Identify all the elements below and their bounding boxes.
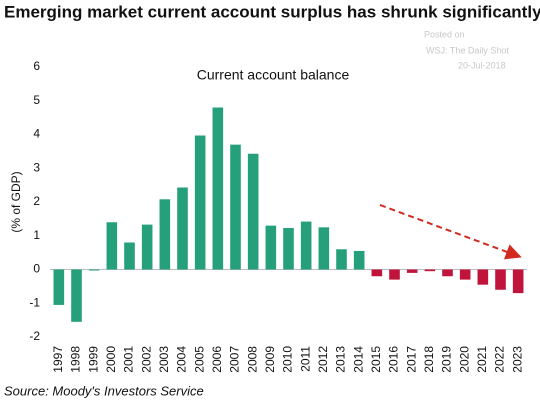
trend-arrow [379,204,522,260]
bar [459,269,471,280]
x-tick-label: 2002 [139,346,153,373]
x-tick-label: 2017 [404,346,418,373]
bar [389,269,400,280]
chart-title: Emerging market current account surplus … [4,2,540,21]
y-tick-label: 2 [33,194,40,208]
bar [212,107,224,270]
bar [318,227,330,270]
bar [406,269,418,273]
x-tick-label: 2018 [422,346,436,373]
bar [159,199,171,270]
x-tick-label: 2023 [510,346,524,373]
watermark: Posted on [424,29,465,39]
x-tick-label: 2001 [122,346,136,373]
y-tick-label: 1 [33,228,40,242]
x-tick-label: 2005 [192,346,206,373]
x-tick-label: 1998 [69,346,83,373]
x-tick-label: 2006 [210,346,224,373]
x-tick-label: 2021 [475,346,489,373]
x-tick-label: 1997 [51,346,65,373]
y-tick-label: 3 [33,160,40,174]
y-tick-label: 6 [33,59,40,73]
x-tick-label: 2015 [369,346,383,373]
watermark: 20-Jul-2018 [458,60,506,70]
bar [477,269,489,285]
bar [141,224,153,270]
bar [283,227,294,270]
y-tick-label: 0 [33,262,40,276]
bar [495,269,506,290]
bar [124,242,135,270]
bar [230,144,241,270]
watermark: WSJ: The Daily Shot [426,45,509,55]
bar [371,269,383,277]
x-tick-label: 2003 [157,346,171,373]
chart-subtitle: Current account balance [197,67,350,83]
x-tick-label: 2016 [387,346,401,373]
x-tick-label: 2004 [175,346,189,373]
x-tick-label: 2009 [263,346,277,373]
bar [424,269,436,272]
x-tick-label: 2020 [457,346,471,373]
bar [442,269,453,277]
x-tick-label: 2000 [104,346,118,373]
bar [88,269,100,271]
bar [177,187,188,270]
bar [512,269,524,294]
bar [265,225,277,270]
bar [353,250,365,270]
x-tick-label: 2008 [245,346,259,373]
y-tick-label: -1 [29,295,40,309]
x-tick-label: 2010 [281,346,295,373]
bar [247,153,259,270]
x-tick-label: 2011 [298,346,312,372]
x-tick-label: 2014 [351,346,365,373]
y-tick-label: 4 [33,127,40,141]
bar [71,269,82,322]
x-tick-label: 2022 [493,346,507,373]
x-tick-label: 1999 [86,346,100,373]
x-tick-label: 2013 [334,346,348,373]
bar [106,222,118,270]
bar [53,269,65,305]
x-tick-label: 2012 [316,346,330,373]
source: Source: Moody's Investors Service [4,383,204,398]
y-tick-label: -2 [29,329,40,343]
bar [300,221,312,270]
x-tick-label: 2007 [228,346,242,373]
x-tick-label: 2019 [440,346,454,373]
bar [194,135,206,270]
y-axis-label: (% of GDP) [9,171,23,232]
bar [336,249,347,270]
y-tick-label: 5 [33,93,40,107]
